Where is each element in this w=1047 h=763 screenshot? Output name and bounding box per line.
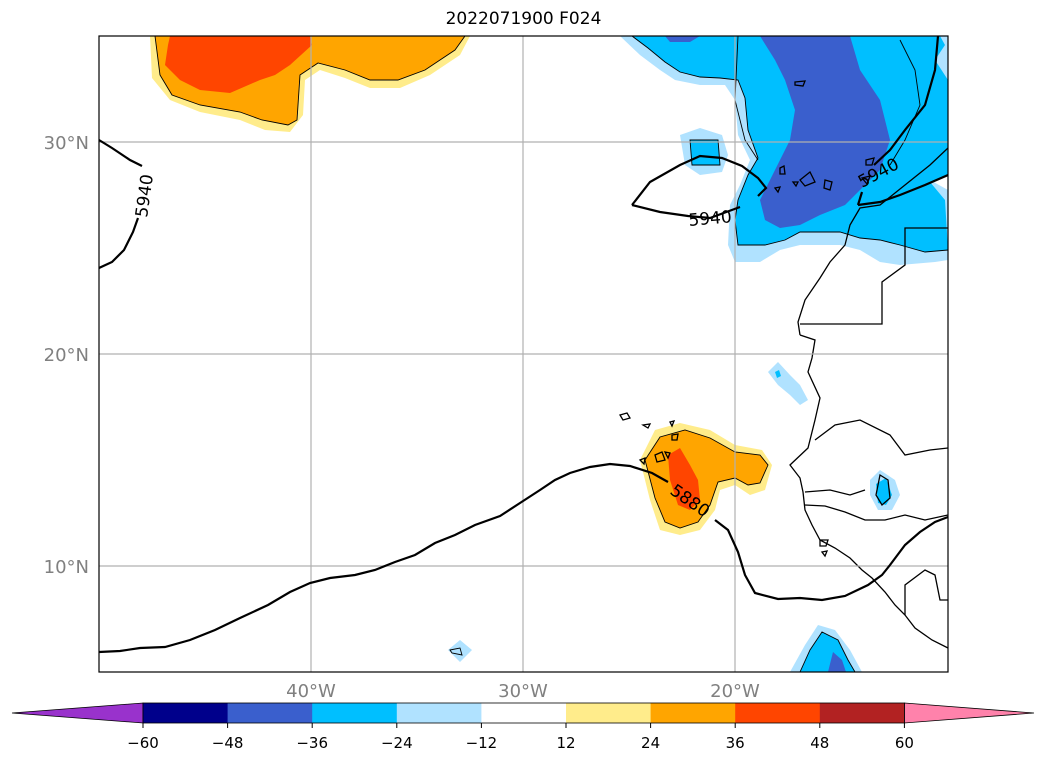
colorbar-cell xyxy=(396,703,482,723)
anomaly-fill-nw xyxy=(150,36,470,132)
map-frame xyxy=(98,35,949,673)
colorbar-cell xyxy=(735,703,821,723)
colorbar-tick-label: −48 xyxy=(212,734,244,752)
height-contours xyxy=(99,36,948,654)
colorbar-extend-low xyxy=(11,702,144,724)
lon-label-30w: 30°W xyxy=(498,681,548,702)
lat-label-20n: 20°N xyxy=(44,345,89,366)
anomaly-contours xyxy=(154,36,948,672)
colorbar-cell xyxy=(819,703,905,723)
colorbar-tick-label: −60 xyxy=(127,734,159,752)
colorbar-cell xyxy=(312,703,398,723)
colorbar-tick-label: 12 xyxy=(556,734,575,752)
colorbar-cell xyxy=(143,703,229,723)
lon-label-40w: 40°W xyxy=(286,681,336,702)
colorbar-cell xyxy=(227,703,313,723)
colorbar-tick-label: 48 xyxy=(810,734,829,752)
colorbar-tick-label: 24 xyxy=(641,734,660,752)
colorbar-tick-label: −12 xyxy=(466,734,498,752)
colorbar-cell xyxy=(481,703,567,723)
coastlines xyxy=(619,80,948,649)
map-area: 5940 5940 5940 5880 xyxy=(99,36,948,672)
contour-label-west: 5940 xyxy=(132,173,158,219)
anomaly-fill-small xyxy=(448,362,900,672)
colorbar-tick-label: 60 xyxy=(895,734,914,752)
colorbar: −60 −48 −36 −24 −12 12 24 36 48 60 xyxy=(11,702,1035,752)
colorbar-cell xyxy=(650,703,736,723)
colorbar-outline xyxy=(142,702,905,724)
lon-label-20w: 20°W xyxy=(710,681,760,702)
anomaly-fill-center xyxy=(640,423,772,535)
colorbar-tick-label: −24 xyxy=(381,734,413,752)
map-title: 2022071900 F024 xyxy=(445,9,602,29)
gridlines xyxy=(99,36,948,672)
lat-label-10n: 10°N xyxy=(44,557,89,578)
colorbar-cell xyxy=(566,703,652,723)
colorbar-tick-label: −36 xyxy=(296,734,328,752)
colorbar-tick-label: 36 xyxy=(726,734,745,752)
colorbar-extend-high xyxy=(904,702,1035,724)
lat-label-30n: 30°N xyxy=(44,133,89,154)
contour-label-azores: 5940 xyxy=(688,207,733,231)
